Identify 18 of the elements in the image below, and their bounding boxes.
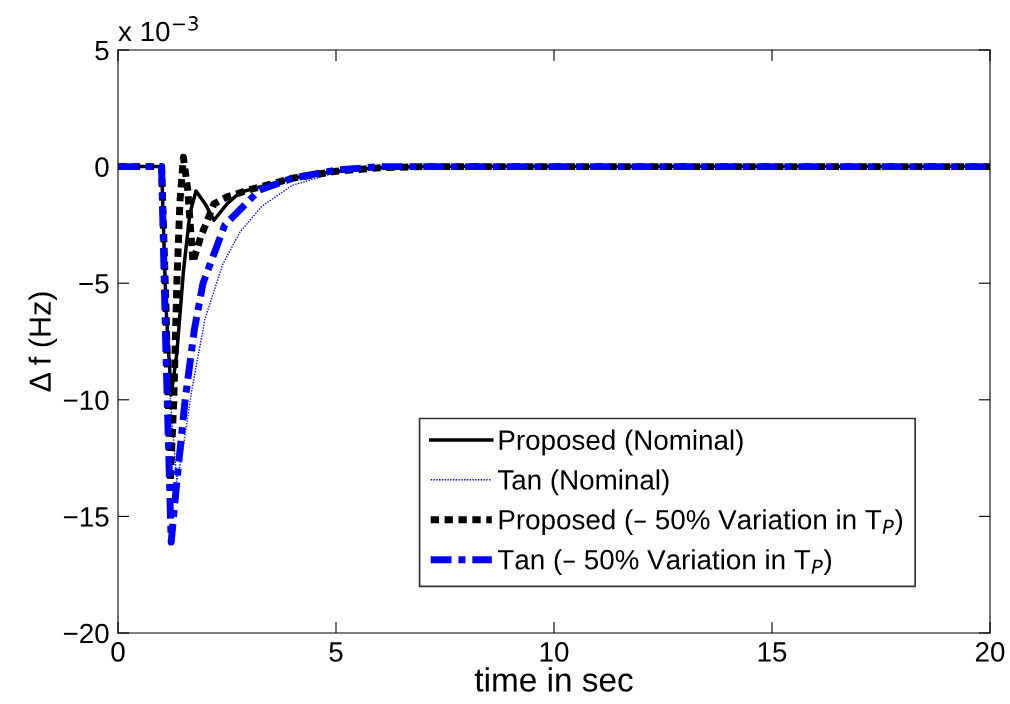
text: x 10$^{−3}$ [118,16,198,42]
y-axis-title: Δ f (Hz) [28,292,57,392]
x-tick-label: 10 [540,642,569,662]
legend-label: Tan (Nominal) [497,469,669,496]
y-tick-label: 5 [95,40,109,61]
x-axis-title: time in sec [474,667,633,692]
x-tick-label: 15 [758,642,787,662]
x-tick-label: 20 [975,642,1005,662]
legend-label: Proposed (– 50% Variation in T$_{P}$) [499,509,903,536]
y-tick-label: 0 [95,157,109,177]
x-tick-label: 5 [329,642,343,662]
legend-label: Proposed (Nominal) [499,429,743,456]
legend-label: Tan (– 50% Variation in T$_{P}$) [497,549,832,576]
y-tick-label: −5 [79,274,109,294]
y-tick-label: −10 [63,390,109,411]
y-tick-label: −20 [63,623,109,644]
y-tick-label: −15 [63,507,109,527]
x-tick-label: 0 [111,642,125,662]
